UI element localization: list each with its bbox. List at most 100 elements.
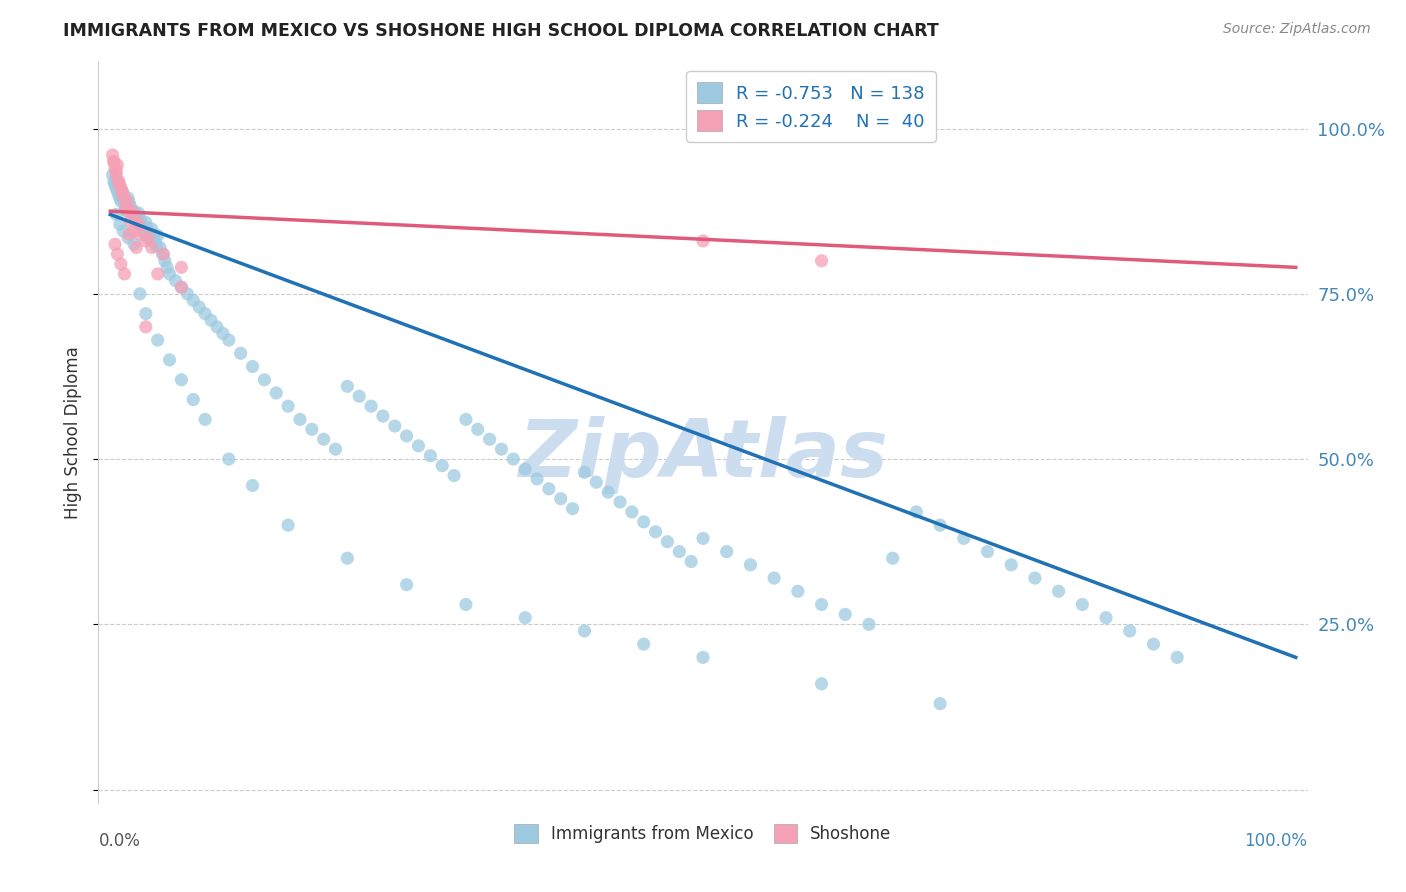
Point [114, 201, 136, 215]
Point [112, 187, 135, 202]
Point [360, 399, 382, 413]
Point [681, 555, 703, 569]
Point [143, 231, 166, 245]
Point [101, 148, 124, 162]
Point [229, 346, 252, 360]
Point [129, 211, 152, 226]
Point [176, 286, 198, 301]
Point [432, 458, 454, 473]
Text: IMMIGRANTS FROM MEXICO VS SHOSHONE HIGH SCHOOL DIPLOMA CORRELATION CHART: IMMIGRANTS FROM MEXICO VS SHOSHONE HIGH … [63, 22, 939, 40]
Text: 100.0%: 100.0% [1244, 832, 1308, 850]
Point [127, 217, 149, 231]
Text: 0.0%: 0.0% [98, 832, 141, 850]
Point [277, 399, 299, 413]
Point [1047, 584, 1070, 599]
Point [277, 518, 299, 533]
Y-axis label: High School Diploma: High School Diploma [65, 346, 83, 519]
Point [105, 207, 128, 221]
Point [110, 194, 132, 209]
Point [122, 204, 145, 219]
Point [122, 237, 145, 252]
Point [253, 373, 276, 387]
Point [143, 235, 166, 250]
Point [502, 452, 524, 467]
Point [124, 209, 146, 223]
Point [121, 207, 143, 221]
Point [103, 154, 125, 169]
Point [1024, 571, 1046, 585]
Point [929, 518, 952, 533]
Point [114, 201, 136, 215]
Point [515, 462, 537, 476]
Point [110, 257, 132, 271]
Point [633, 637, 655, 651]
Point [325, 442, 347, 457]
Point [159, 267, 181, 281]
Point [129, 227, 152, 242]
Point [585, 475, 607, 490]
Point [574, 624, 596, 638]
Point [170, 260, 193, 275]
Point [454, 412, 477, 426]
Point [467, 422, 489, 436]
Point [103, 154, 125, 169]
Point [716, 544, 738, 558]
Point [111, 185, 134, 199]
Point [107, 187, 129, 202]
Point [181, 392, 204, 407]
Point [740, 558, 762, 572]
Point [929, 697, 952, 711]
Point [132, 223, 155, 237]
Point [125, 212, 148, 227]
Point [159, 352, 181, 367]
Point [786, 584, 808, 599]
Point [139, 233, 162, 247]
Point [125, 214, 148, 228]
Point [574, 465, 596, 479]
Point [371, 409, 394, 423]
Point [443, 468, 465, 483]
Point [108, 218, 131, 232]
Point [103, 174, 125, 188]
Point [598, 485, 620, 500]
Point [242, 478, 264, 492]
Point [609, 495, 631, 509]
Point [181, 293, 204, 308]
Point [170, 373, 193, 387]
Point [633, 515, 655, 529]
Point [142, 227, 165, 242]
Point [105, 181, 128, 195]
Point [112, 224, 135, 238]
Point [112, 191, 135, 205]
Point [212, 326, 235, 341]
Point [141, 222, 163, 236]
Point [117, 191, 139, 205]
Point [129, 215, 152, 229]
Point [668, 544, 690, 558]
Point [136, 225, 159, 239]
Point [149, 240, 172, 255]
Point [242, 359, 264, 374]
Point [205, 319, 228, 334]
Point [763, 571, 786, 585]
Point [620, 505, 643, 519]
Point [114, 267, 136, 281]
Point [122, 224, 145, 238]
Point [110, 181, 132, 195]
Point [131, 219, 153, 234]
Point [128, 206, 150, 220]
Point [952, 532, 974, 546]
Point [194, 307, 217, 321]
Point [976, 544, 998, 558]
Point [165, 274, 187, 288]
Point [1071, 598, 1094, 612]
Point [111, 185, 134, 199]
Point [170, 280, 193, 294]
Point [1142, 637, 1164, 651]
Point [115, 204, 138, 219]
Point [114, 197, 136, 211]
Point [1119, 624, 1142, 638]
Point [810, 677, 832, 691]
Point [138, 228, 160, 243]
Point [121, 203, 143, 218]
